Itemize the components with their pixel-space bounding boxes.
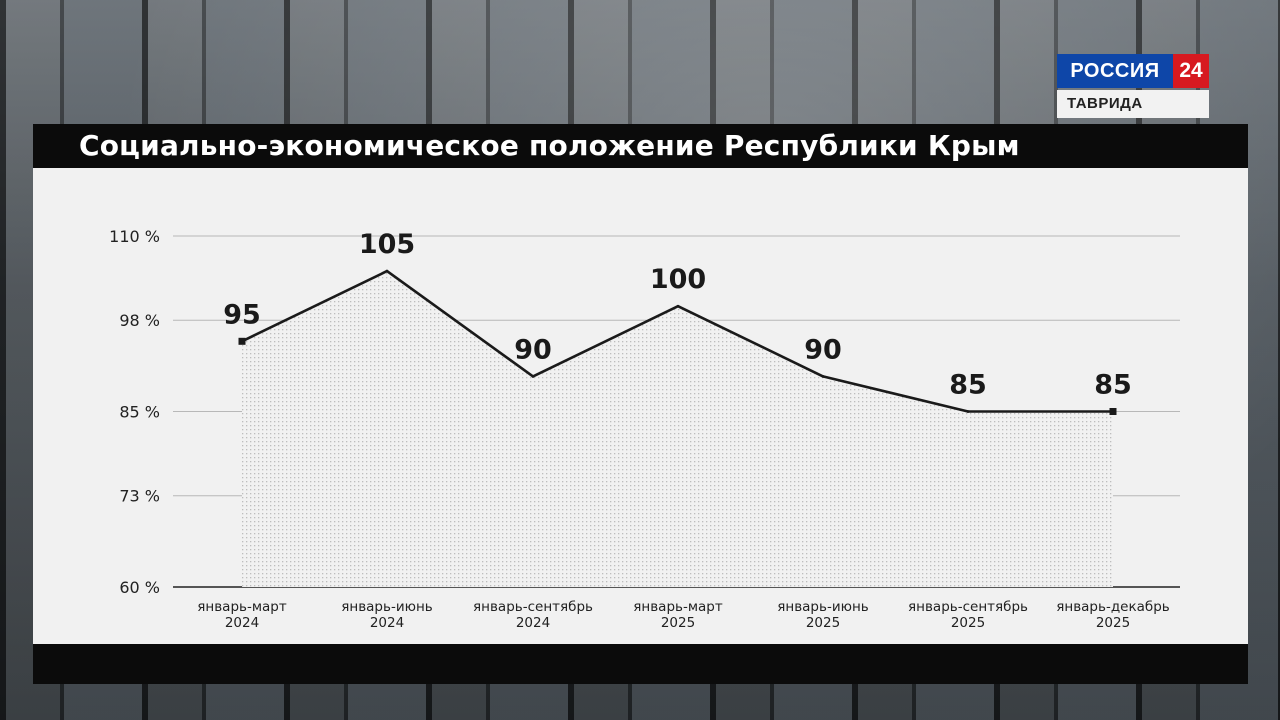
channel-logo: РОССИЯ 24 ТАВРИДА <box>1057 54 1209 118</box>
x-tick-label: январь-сентябрь 2024 <box>473 599 593 631</box>
y-tick-label: 110 % <box>109 227 160 246</box>
y-tick-label: 98 % <box>119 311 160 330</box>
line-segment <box>821 375 970 413</box>
x-tick-label: январь-июнь 2025 <box>777 599 869 631</box>
chart-panel: 110 % 98 % 85 % 73 % 60 % 95 105 90 100 90 85 85 янв… <box>33 168 1248 644</box>
data-point <box>821 375 825 378</box>
area-fill <box>242 271 1113 587</box>
data-label: 100 <box>650 264 706 295</box>
y-tick-label: 60 % <box>119 578 160 597</box>
data-point <box>240 340 244 343</box>
logo-top: РОССИЯ 24 <box>1057 54 1209 88</box>
line-segment <box>531 304 680 378</box>
x-tick-label: январь-декабрь 2025 <box>1056 599 1170 631</box>
data-label: 90 <box>514 334 552 365</box>
chart-title: Социально-экономическое положение Респуб… <box>79 129 1020 162</box>
data-label: 85 <box>949 370 987 401</box>
title-bar: Социально-экономическое положение Респуб… <box>33 124 1248 168</box>
line-chart: 110 % 98 % 85 % 73 % 60 % 95 105 90 100 90 85 85 янв… <box>109 227 1180 631</box>
x-tick-label: январь-март 2024 <box>197 599 287 631</box>
data-point <box>966 410 970 413</box>
data-label: 85 <box>1094 370 1132 401</box>
data-label: 90 <box>804 334 842 365</box>
line-segment <box>240 269 389 343</box>
x-tick-label: январь-сентябрь 2025 <box>908 599 1028 631</box>
line-segment <box>385 269 535 378</box>
data-point <box>385 269 389 273</box>
line-segment <box>676 304 825 378</box>
bottom-bar <box>33 644 1248 684</box>
logo-region: ТАВРИДА <box>1057 90 1209 118</box>
data-point <box>531 375 535 378</box>
x-tick-label: январь-июнь 2024 <box>341 599 433 631</box>
data-point <box>676 304 680 308</box>
data-point <box>1111 410 1115 413</box>
y-tick-label: 73 % <box>119 487 160 506</box>
x-tick-label: январь-март 2025 <box>633 599 723 631</box>
y-tick-label: 85 % <box>119 403 160 422</box>
data-label: 95 <box>223 299 261 330</box>
logo-number: 24 <box>1173 54 1209 88</box>
data-label: 105 <box>359 229 415 260</box>
logo-name: РОССИЯ <box>1070 60 1160 82</box>
